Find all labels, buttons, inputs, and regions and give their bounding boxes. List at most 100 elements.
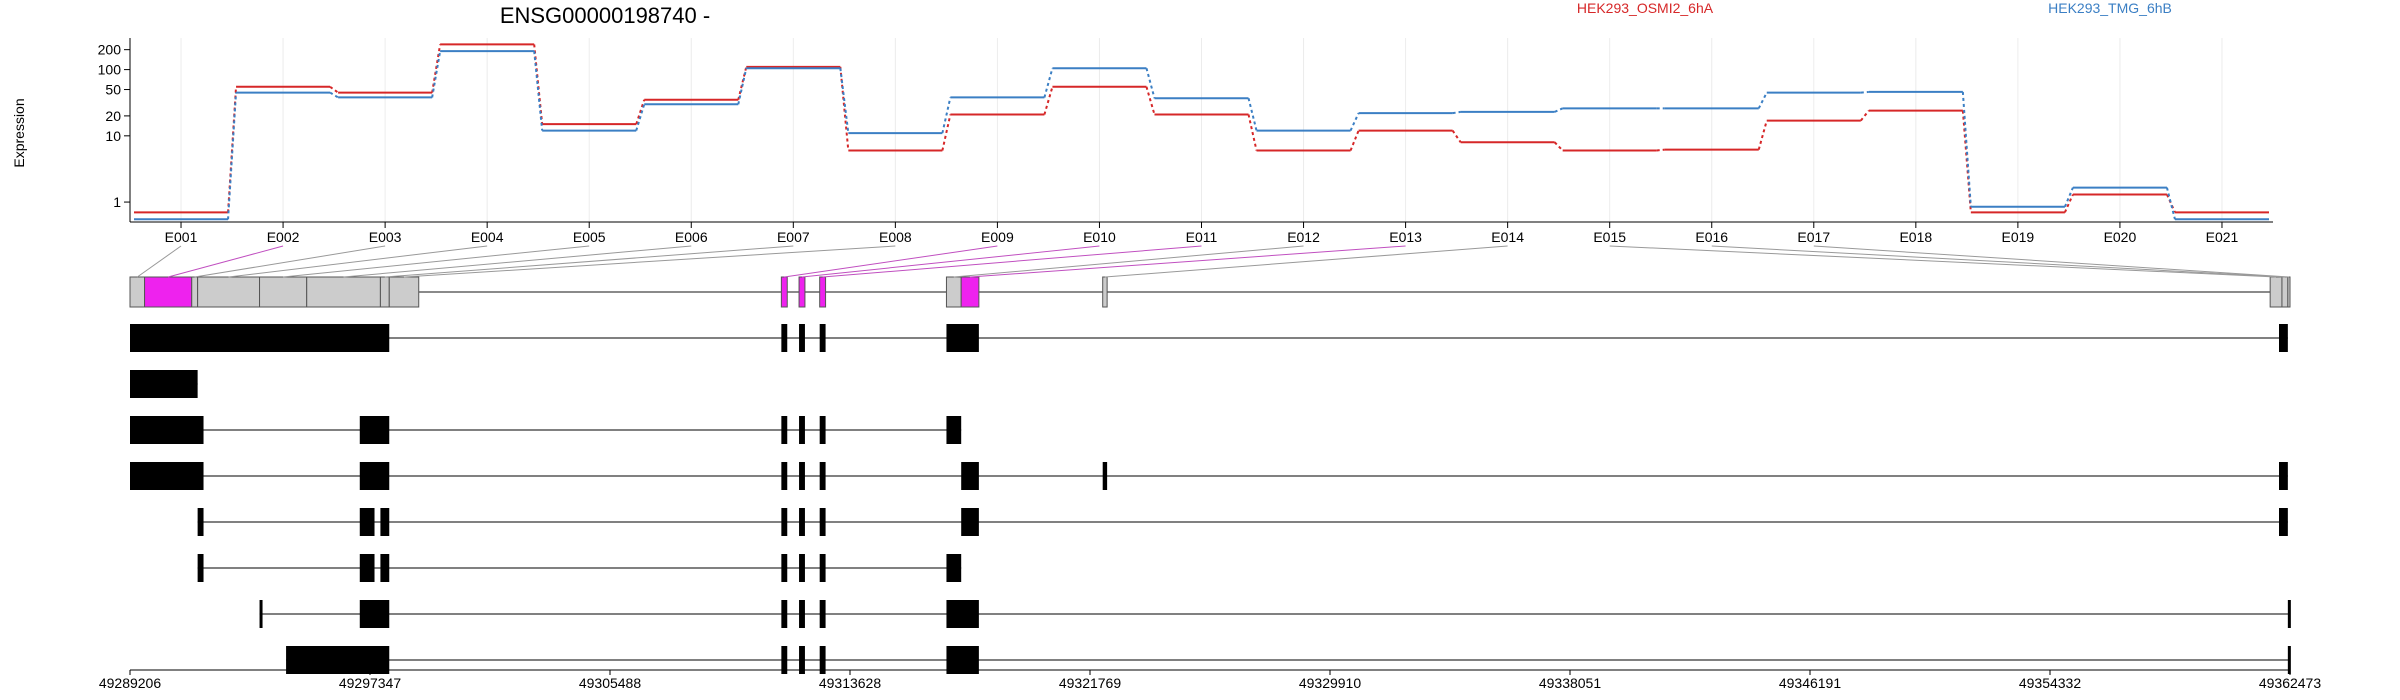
- series-connector: [635, 99, 646, 125]
- x-tick-label: E011: [1186, 229, 1218, 245]
- series-connector: [533, 51, 544, 131]
- transcript-exon: [799, 416, 805, 444]
- transcript-exon: [819, 324, 826, 352]
- transcript-exon: [197, 554, 204, 582]
- series-connector: [1961, 110, 1972, 213]
- transcript-exon: [2287, 646, 2291, 674]
- exon-mapping-line: [283, 245, 590, 278]
- genomic-tick-label: 49354332: [2019, 675, 2082, 691]
- genomic-tick-label: 49297347: [339, 675, 402, 691]
- x-tick-label: E005: [573, 229, 606, 245]
- series-connector: [1961, 91, 1972, 207]
- series-connector: [1043, 67, 1054, 98]
- x-tick-label: E021: [2206, 229, 2239, 245]
- gene-model: [129, 245, 2291, 308]
- transcript-models: [130, 324, 2291, 674]
- series-connector: [1349, 112, 1360, 132]
- series-connector: [1656, 148, 1665, 152]
- gene-exon-bin: [306, 276, 381, 308]
- x-tick-label: E020: [2104, 229, 2137, 245]
- exon-mapping-line: [822, 245, 1202, 278]
- transcript-exon: [946, 600, 979, 628]
- transcript-exon: [359, 416, 390, 444]
- transcript-exon: [2279, 508, 2288, 536]
- transcript-exon: [259, 600, 263, 628]
- transcript-exon: [359, 462, 390, 490]
- series-connector: [431, 50, 442, 98]
- transcript-model: [130, 462, 2288, 490]
- transcript-exon: [946, 324, 979, 352]
- transcript-exon: [130, 416, 204, 444]
- transcript-exon: [799, 554, 805, 582]
- exon-mapping-line: [194, 245, 386, 278]
- transcript-model: [130, 416, 962, 444]
- y-tick-label: 50: [105, 82, 121, 98]
- transcript-exon: [781, 508, 788, 536]
- series-connector: [1043, 86, 1054, 115]
- x-tick-label: E019: [2002, 229, 2035, 245]
- series-connector: [329, 85, 339, 94]
- transcript-exon: [781, 324, 788, 352]
- transcript-exon: [961, 462, 979, 490]
- transcript-exon: [130, 324, 390, 352]
- gene-exon-bin: [960, 276, 980, 308]
- exon-mapping-line: [1813, 245, 2289, 278]
- transcript-model: [286, 646, 2291, 674]
- legend-entry-osmi2: HEK293_OSMI2_6hA: [1577, 0, 1714, 16]
- transcript-exon: [359, 600, 390, 628]
- series-connector: [839, 66, 850, 151]
- exon-mapping-line: [953, 245, 1304, 278]
- genomic-tick-label: 49305488: [579, 675, 642, 691]
- exon-mapping-line: [1609, 245, 2277, 278]
- gene-exon-bin: [798, 276, 806, 308]
- transcript-exon: [819, 508, 826, 536]
- transcript-exon: [946, 416, 962, 444]
- series-connector: [227, 86, 238, 213]
- genomic-tick-label: 49313628: [819, 675, 882, 691]
- transcript-exon: [946, 646, 979, 674]
- series-connector: [1860, 90, 1869, 94]
- transcript-model: [197, 554, 962, 582]
- gene-exon-bin: [259, 276, 308, 308]
- genomic-tick-label: 49362473: [2259, 675, 2322, 691]
- gene-exon-bin: [945, 276, 962, 308]
- exon-mapping-line: [970, 245, 1406, 278]
- transcript-exon: [781, 646, 788, 674]
- x-tick-label: E007: [777, 229, 810, 245]
- transcript-exon: [946, 554, 962, 582]
- series-connector: [1145, 67, 1156, 99]
- transcript-exon: [781, 462, 788, 490]
- series-connector: [2063, 194, 2074, 213]
- y-tick-label: 20: [105, 108, 121, 124]
- transcript-exon: [286, 646, 390, 674]
- transcript-exon: [2287, 600, 2291, 628]
- x-tick-label: E004: [471, 229, 504, 245]
- series-connector: [1757, 92, 1768, 109]
- gene-exon-bin: [2269, 276, 2283, 308]
- gene-exon-bin: [388, 276, 420, 308]
- exon-mapping-line: [343, 245, 692, 278]
- series-connector: [329, 91, 339, 99]
- x-tick-label: E006: [675, 229, 708, 245]
- transcript-exon: [130, 462, 204, 490]
- y-tick-label: 1: [113, 194, 121, 210]
- transcript-exon: [961, 508, 979, 536]
- series-connector: [2165, 187, 2176, 220]
- genomic-tick-label: 49289206: [99, 675, 162, 691]
- transcript-exon: [819, 600, 826, 628]
- gene-exon-bin: [819, 276, 827, 308]
- exon-mapping-line: [228, 245, 488, 278]
- series-connector: [1860, 110, 1870, 122]
- series-connector: [1451, 130, 1462, 143]
- gene-exon-bin: [144, 276, 193, 308]
- vertical-gridlines: [180, 38, 2223, 222]
- x-tick-label: E012: [1287, 229, 1320, 245]
- transcript-exon: [799, 462, 805, 490]
- series-connector: [635, 103, 646, 131]
- transcript-model: [259, 600, 2291, 628]
- chart-title: ENSG00000198740 -: [500, 3, 710, 28]
- x-tick-label: E008: [879, 229, 912, 245]
- y-axis: 1 10 20 50 100 200: [98, 38, 131, 222]
- series-connector: [1247, 114, 1258, 151]
